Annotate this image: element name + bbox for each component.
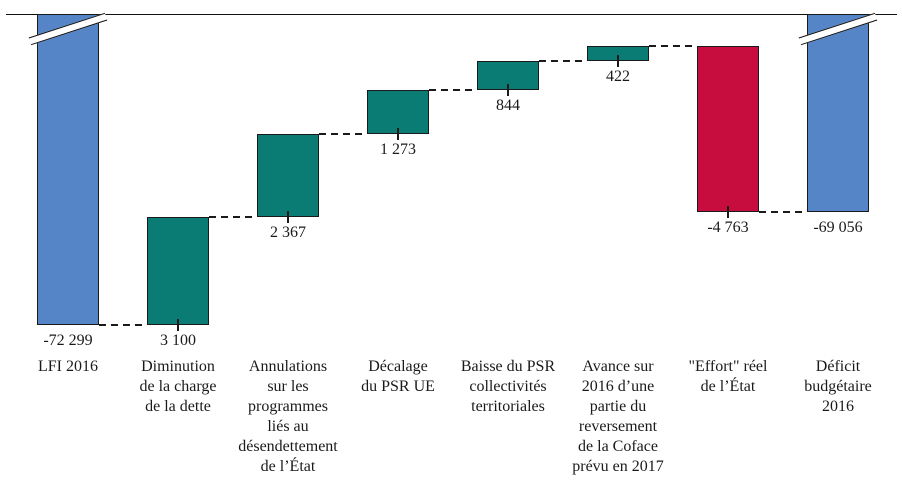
bar-value-label: 422: [606, 67, 630, 85]
bar-total: [807, 14, 869, 212]
bar-total: [37, 14, 99, 325]
connector-line: [429, 89, 477, 92]
connector-line: [539, 59, 587, 62]
connector-line: [99, 324, 147, 326]
tick-mark: [287, 210, 289, 223]
bar-value-label: 1 273: [380, 141, 416, 159]
category-label: Baisse du PSR collectivités territoriale…: [460, 358, 556, 415]
category-label: LFI 2016: [38, 358, 98, 375]
bar-value-label: 2 367: [270, 223, 306, 241]
tick-mark: [507, 84, 509, 97]
bar-value-label: -69 056: [813, 218, 863, 236]
bar-value-label: 3 100: [160, 332, 196, 349]
connector-line: [759, 210, 807, 213]
tick-mark: [177, 319, 179, 331]
category-label: "Effort" réel de l’État: [688, 358, 768, 395]
category-label: Diminution de la charge de la dette: [139, 358, 217, 415]
tick-mark: [397, 128, 399, 141]
chart-top-border: [6, 14, 897, 15]
tick-mark: [727, 205, 729, 218]
bar-value-label: 844: [496, 97, 520, 115]
tick-mark: [617, 54, 619, 67]
connector-line: [209, 215, 257, 218]
bar-value-label: -72 299: [43, 332, 93, 349]
category-label: Déficit budgétaire 2016: [804, 358, 872, 415]
bar-increase: [367, 90, 429, 135]
connector-line: [319, 133, 367, 136]
bar-increase: [147, 216, 209, 325]
bar-increase: [257, 134, 319, 217]
category-label: Annulations sur les programmes liés au d…: [238, 358, 338, 475]
bar-value-label: -4 763: [707, 218, 749, 236]
category-label: Avance sur 2016 d’une partie du reversem…: [572, 358, 664, 475]
bar-decrease: [697, 46, 759, 212]
category-label: Décalage du PSR UE: [361, 358, 435, 395]
connector-line: [649, 45, 697, 47]
